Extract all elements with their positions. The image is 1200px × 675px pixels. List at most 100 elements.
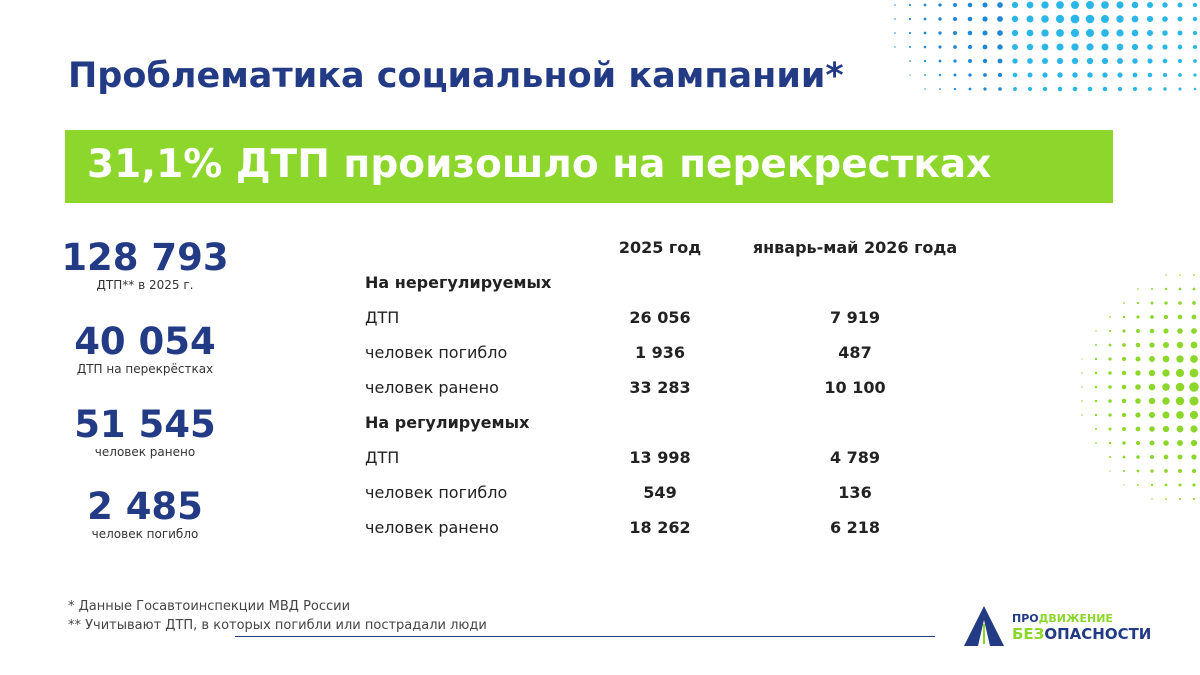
decor-dot [1135, 426, 1141, 432]
decor-dot [968, 87, 972, 91]
decor-dot [1094, 371, 1098, 375]
decor-dot [923, 3, 927, 7]
logo-line: БЕЗОПАСНОСТИ [1012, 625, 1151, 643]
decor-dot [997, 44, 1003, 50]
decor-dot [968, 59, 972, 63]
decor-dot [1109, 456, 1111, 458]
decor-dot [1131, 15, 1139, 23]
decor-dot [1011, 1, 1019, 9]
decor-dot [1177, 16, 1183, 22]
decor-dot [967, 44, 973, 50]
decor-dot [1102, 72, 1108, 78]
decor-dot [1146, 1, 1154, 9]
decor-dot [1122, 441, 1126, 445]
decor-dot [1190, 439, 1198, 447]
decor-dot [1149, 454, 1155, 460]
banner: 31,1% ДТП произошло на перекрестках [65, 130, 1113, 203]
decor-dot [1147, 72, 1153, 78]
decor-dot [1176, 341, 1184, 349]
logo-text: ДВИЖЕНИЕ [1038, 612, 1113, 625]
decor-dot [923, 45, 927, 49]
stat: 40 054 ДТП на перекрёстках [45, 322, 245, 377]
column-header: 2025 год [618, 238, 702, 257]
decor-dot [1011, 15, 1019, 23]
decor-dot [1177, 2, 1183, 8]
decor-dot [1012, 58, 1018, 64]
stat-value: 51 545 [74, 403, 216, 446]
row-label: человек ранено [365, 518, 499, 537]
decor-dot [1042, 86, 1048, 92]
decor-dot [1151, 498, 1153, 500]
decor-dot [1164, 301, 1168, 305]
decor-dot [1012, 72, 1018, 78]
decor-dot [1081, 386, 1083, 388]
decor-dot [982, 2, 988, 8]
decor-dot [1147, 58, 1153, 64]
decor-dot [1149, 328, 1155, 334]
decor-dot [1178, 497, 1182, 501]
decor-dot [1148, 411, 1156, 419]
decor-dot [1192, 2, 1198, 8]
decor-dot [1042, 72, 1048, 78]
decor-dot [998, 87, 1002, 91]
logo-text: ОПАСНОСТИ [1044, 625, 1152, 643]
decor-dot [1162, 58, 1168, 64]
decor-dot [1131, 29, 1139, 37]
decor-dot [1122, 455, 1126, 459]
decor-dot [1175, 396, 1185, 406]
cell-value: 6 218 [829, 518, 881, 537]
cell-value: 136 [838, 483, 872, 502]
decor-dot [1108, 357, 1112, 361]
decor-dot [1027, 72, 1033, 78]
decor-dot [1132, 72, 1138, 78]
decor-dot [909, 74, 911, 76]
decor-dot [1136, 469, 1140, 473]
decor-dot [1026, 1, 1034, 9]
decor-dot [1057, 72, 1063, 78]
decor-dot [1101, 1, 1109, 9]
row-label: человек погибло [365, 483, 508, 502]
decor-dot [1177, 30, 1183, 36]
decor-dot [938, 45, 942, 49]
decor-dot [1123, 484, 1125, 486]
decor-dot [1108, 371, 1112, 375]
decor-dot [1121, 356, 1127, 362]
decor-dot [1162, 369, 1170, 377]
decor-dot [1122, 315, 1126, 319]
cell-value: 18 262 [629, 518, 691, 537]
decor-dot [1177, 44, 1183, 50]
row-label: человек погибло [365, 343, 508, 362]
decor-dot [908, 31, 912, 35]
decor-dot [1150, 483, 1154, 487]
section-title: На регулируемых [365, 413, 530, 432]
decor-dot [997, 72, 1003, 78]
row-label: человек ранено [365, 378, 499, 397]
decor-dot [1162, 397, 1170, 405]
decor-dot [953, 73, 957, 77]
decor-dot [1108, 343, 1112, 347]
stat-label: человек погибло [91, 527, 199, 541]
decor-dot [1108, 329, 1112, 333]
decor-dot [894, 4, 896, 6]
decor-dot [1094, 427, 1098, 431]
decor-dot [1164, 483, 1168, 487]
decor-dot [1117, 72, 1123, 78]
decor-dot [1178, 483, 1182, 487]
decor-dot [1116, 15, 1124, 23]
decor-dot [1085, 28, 1095, 38]
decor-dot [1191, 314, 1197, 320]
decor-dot [1027, 58, 1033, 64]
decor-dot [1101, 57, 1109, 65]
decor-dot [1117, 86, 1123, 92]
decor-dot [1163, 328, 1169, 334]
decor-dot [1177, 468, 1183, 474]
decor-dot [1163, 454, 1169, 460]
decor-dot [1147, 44, 1153, 50]
decor-dot [1146, 29, 1154, 37]
cell-value: 10 100 [824, 378, 886, 397]
decor-dot [1026, 15, 1034, 23]
section-title: На нерегулируемых [365, 273, 552, 292]
decor-dot [1192, 287, 1196, 291]
decor-dot [1148, 87, 1152, 91]
